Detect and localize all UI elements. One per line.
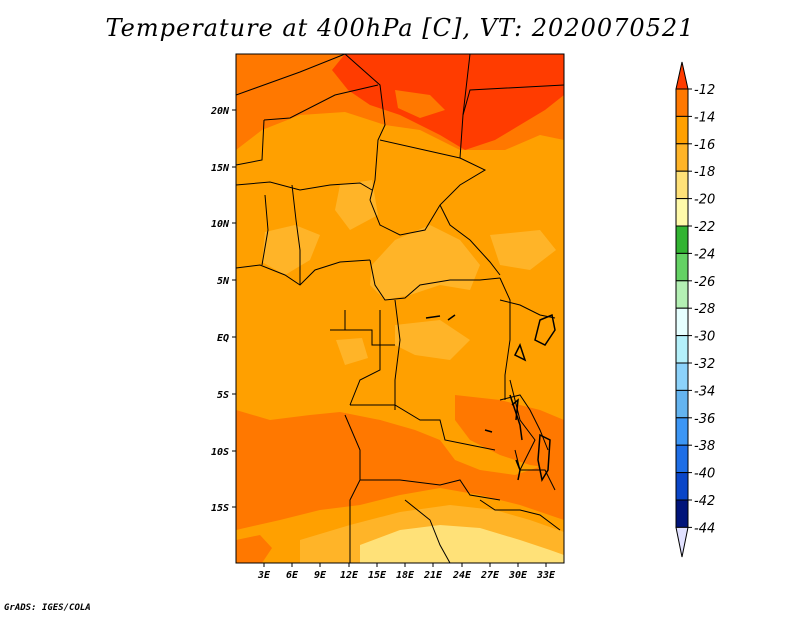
y-axis-labels: 20N 15N 10N 5N EQ 5S 10S 15S — [210, 106, 230, 514]
colorbar-label: -22 — [694, 220, 715, 235]
temperature-field — [236, 54, 564, 563]
y-tick-label: EQ — [217, 333, 229, 344]
y-tick-label: 5S — [217, 390, 229, 401]
colorbar-label: -42 — [694, 494, 715, 509]
credit-label: GrADS: IGES/COLA — [4, 603, 91, 613]
y-tick-label: 15S — [211, 503, 229, 514]
band-minus20-south — [360, 525, 564, 563]
lakes — [425, 313, 556, 483]
colorbar-label: -44 — [694, 521, 715, 536]
colorbar-box — [675, 472, 689, 501]
y-tick-label: 10S — [211, 447, 229, 458]
x-tick-label: 9E — [314, 570, 327, 581]
band-minus18-e — [490, 230, 556, 270]
colorbar-box — [675, 88, 689, 117]
colorbar-box — [675, 499, 689, 528]
band-minus18-d — [395, 320, 470, 360]
colorbar-label: -34 — [694, 384, 715, 399]
colorbar-label: -28 — [694, 302, 715, 317]
band-minus18-a — [370, 225, 480, 300]
x-tick-label: 21E — [423, 570, 443, 581]
x-tick-label: 3E — [257, 570, 271, 581]
colorbar-box — [675, 198, 689, 227]
colorbar-box — [675, 307, 689, 337]
y-tick-label: 15N — [211, 163, 230, 174]
colorbar-cap-bottom — [675, 526, 689, 558]
colorbar-label: -18 — [694, 165, 715, 180]
colorbar-label: -40 — [694, 467, 715, 482]
colorbar-label: -26 — [694, 275, 715, 290]
colorbar-label: -20 — [694, 193, 715, 208]
band-minus14-north-patch — [395, 90, 445, 118]
band-minus18-c — [335, 180, 378, 230]
colorbar-label: -36 — [694, 412, 715, 427]
y-tick-label: 5N — [217, 276, 230, 287]
colorbar-label: -38 — [694, 439, 715, 454]
colorbar-box — [675, 252, 689, 282]
colorbar-box — [675, 280, 689, 309]
x-tick-label: 24E — [452, 570, 472, 581]
band-minus18-b — [262, 225, 320, 275]
band-minus14-south — [236, 410, 564, 530]
colorbar-label: -12 — [694, 83, 715, 98]
x-tick-label: 18E — [396, 570, 415, 581]
colorbar-box — [675, 389, 689, 419]
country-borders — [236, 54, 564, 563]
map-title: Temperature at 400hPa [C], VT: 202007052… — [105, 14, 695, 42]
colorbar-box — [675, 335, 689, 364]
colorbar-cap-top — [675, 61, 689, 90]
colorbar-box — [675, 362, 689, 391]
x-tick-label: 30E — [508, 570, 528, 581]
x-tick-label: 27E — [480, 570, 500, 581]
band-minus18-f — [336, 338, 368, 365]
colorbar: -12 -14 -16 -18 -20 -22 -24 -26 -28 -30 -32 -34 -36 -… — [675, 61, 715, 558]
axis-ticks — [232, 109, 547, 567]
band-minus14-sw — [236, 535, 272, 563]
colorbar-box — [675, 115, 689, 145]
x-tick-label: 33E — [536, 570, 556, 581]
colorbar-label: -32 — [694, 357, 715, 372]
colorbar-box — [675, 170, 689, 200]
colorbar-label: -14 — [694, 110, 715, 125]
y-tick-label: 10N — [211, 219, 230, 230]
map-frame — [235, 53, 565, 564]
colorbar-box — [675, 143, 689, 172]
x-axis-labels: 3E 6E 9E 12E 15E 18E 21E 24E 27E 30E 33E — [257, 570, 556, 581]
band-minus14-east — [455, 395, 564, 470]
colorbar-label: -30 — [694, 330, 715, 345]
x-tick-label: 12E — [340, 570, 359, 581]
colorbar-box — [675, 444, 689, 474]
y-tick-label: 20N — [210, 106, 230, 117]
colorbar-box — [675, 225, 689, 254]
x-tick-label: 6E — [286, 570, 299, 581]
colorbar-box — [675, 417, 689, 446]
band-minus12-north — [332, 54, 564, 150]
colorbar-label: -16 — [694, 138, 715, 153]
x-tick-label: 15E — [368, 570, 387, 581]
colorbar-label: -24 — [694, 247, 715, 262]
